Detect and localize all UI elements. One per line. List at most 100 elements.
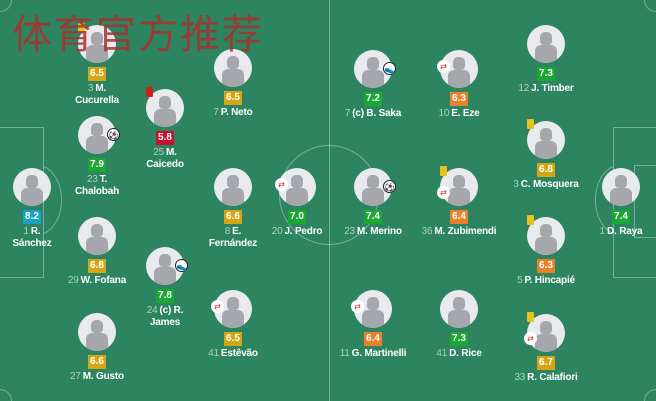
player-home[interactable]: 6.5 7 P. Neto	[178, 49, 288, 119]
player-rating: 7.3	[537, 67, 555, 81]
player-label: 41 Estêvão	[178, 348, 288, 360]
player-home[interactable]: 7.0 20 J. Pedro ⇄	[242, 168, 352, 238]
player-number: 11	[339, 348, 350, 359]
player-name: P. Neto	[220, 107, 253, 118]
player-label: 10 E. Eze	[404, 108, 514, 120]
player-number: 29	[67, 275, 79, 286]
player-label: 25 M.	[110, 147, 220, 159]
player-home[interactable]: 6.6 27 M. Gusto	[42, 313, 152, 383]
player-rating: 6.6	[88, 355, 106, 369]
player-avatar	[78, 217, 116, 255]
corner-arc	[0, 389, 12, 401]
player-number: 24	[146, 305, 158, 316]
player-avatar	[527, 25, 565, 63]
player-home[interactable]: 8.2 1 R. Sánchez	[0, 168, 87, 250]
player-avatar	[440, 290, 478, 328]
corner-arc	[0, 0, 12, 12]
player-number: 41	[208, 348, 219, 359]
player-name: E. Eze	[451, 108, 480, 119]
player-name-line2: Sánchez	[12, 238, 52, 249]
right-goal-area	[634, 165, 656, 238]
player-rating: 6.5	[224, 332, 242, 346]
yellow-card-icon	[440, 166, 447, 176]
player-away[interactable]: 6.4 36 M. Zubimendi ⇄	[404, 166, 514, 238]
player-name: P. Hincapié	[524, 275, 575, 286]
player-home[interactable]: 7.8 24 (c) R. James 👟	[110, 247, 220, 329]
player-label: 12 J. Timber	[491, 83, 601, 95]
player-name: T.	[99, 174, 108, 185]
player-name: M. Merino	[356, 226, 402, 237]
player-rating: 6.4	[450, 210, 468, 224]
player-name-line2: James	[149, 317, 181, 328]
player-label: 5 P. Hincapié	[491, 275, 601, 287]
player-name: M. Zubimendi	[434, 226, 497, 237]
player-avatar	[214, 168, 252, 206]
player-rating: 6.3	[450, 92, 468, 106]
player-home[interactable]: 7.9 23 T. Chalobah ⚽	[42, 116, 152, 198]
player-number: 41	[436, 348, 448, 359]
substitution-icon: ⇄	[351, 300, 364, 313]
red-card-icon	[146, 87, 153, 97]
player-rating: 6.8	[537, 163, 555, 177]
substitution-icon: ⇄	[211, 300, 224, 313]
player-avatar	[354, 50, 392, 88]
corner-arc	[644, 389, 656, 401]
player-number: 1	[23, 226, 30, 237]
player-label: 3 M.	[42, 83, 152, 95]
player-home[interactable]: 6.5 3 M. Cucurella	[42, 23, 152, 107]
player-number: 10	[438, 108, 450, 119]
player-name: G. Martinelli	[351, 348, 407, 359]
player-away[interactable]: 7.3 41 D. Rice	[404, 290, 514, 360]
player-rating: 6.8	[88, 259, 106, 273]
player-label: 33 R. Calafiori	[491, 372, 601, 384]
player-away[interactable]: 7.4 23 M. Merino ⚽	[318, 168, 428, 238]
player-avatar	[78, 313, 116, 351]
player-away[interactable]: 6.8 3 C. Mosquera	[491, 119, 601, 191]
substitution-icon: ⇄	[437, 60, 450, 73]
player-name: M. Gusto	[82, 371, 124, 382]
yellow-card-icon	[527, 215, 534, 225]
player-name: Estêvão	[220, 348, 258, 359]
left-penalty-box	[0, 127, 44, 278]
player-name-line2: Cucurella	[75, 95, 119, 106]
player-number: 3	[87, 83, 94, 94]
player-rating: 6.5	[88, 67, 106, 81]
player-away[interactable]: 7.4 1 D. Raya	[566, 168, 656, 238]
player-avatar	[78, 25, 116, 63]
player-away[interactable]: 7.3 12 J. Timber	[491, 25, 601, 95]
player-name: R. Calafiori	[527, 372, 578, 383]
player-number: 8	[224, 226, 231, 237]
player-away[interactable]: 6.4 11 G. Martinelli ⇄	[318, 290, 428, 360]
player-label: 11 G. Martinelli	[318, 348, 428, 360]
player-name: J. Pedro	[284, 226, 323, 237]
player-rating: 7.2	[364, 92, 382, 106]
player-home[interactable]: 6.6 8 E. Fernández	[178, 168, 288, 250]
player-label: 1 D. Raya	[566, 226, 656, 238]
player-label: 1 R.	[0, 226, 87, 238]
player-rating: 5.8	[156, 131, 174, 145]
player-label: 41 D. Rice	[404, 348, 514, 360]
player-home[interactable]: 6.8 29 W. Fofana	[42, 217, 152, 287]
player-label: 23 M. Merino	[318, 226, 428, 238]
player-home[interactable]: 6.5 41 Estêvão ⇄	[178, 290, 288, 360]
player-number: 1	[599, 226, 606, 237]
player-avatar	[214, 49, 252, 87]
player-number: 3	[513, 179, 519, 190]
substitution-icon: ⇄	[524, 332, 537, 345]
player-name-line2: Fernández	[208, 238, 258, 249]
assist-boot-icon: 👟	[175, 259, 188, 272]
player-number: 23	[344, 226, 355, 237]
player-away[interactable]: 6.3 10 E. Eze ⇄	[404, 50, 514, 120]
player-rating: 7.4	[612, 210, 630, 224]
player-away[interactable]: 6.3 5 P. Hincapié	[491, 215, 601, 287]
yellow-card-icon	[527, 312, 534, 322]
player-away[interactable]: 6.7 33 R. Calafiori ⇄	[491, 312, 601, 384]
player-number: 33	[514, 372, 526, 383]
player-avatar	[214, 290, 252, 328]
substitution-icon: ⇄	[437, 186, 450, 199]
yellow-card-icon	[527, 119, 534, 129]
player-home[interactable]: 5.8 25 M. Caicedo	[110, 87, 220, 171]
player-rating: 6.7	[537, 356, 555, 370]
player-avatar	[146, 89, 184, 127]
player-away[interactable]: 7.2 7 (c) B. Saka 👟	[318, 50, 428, 120]
